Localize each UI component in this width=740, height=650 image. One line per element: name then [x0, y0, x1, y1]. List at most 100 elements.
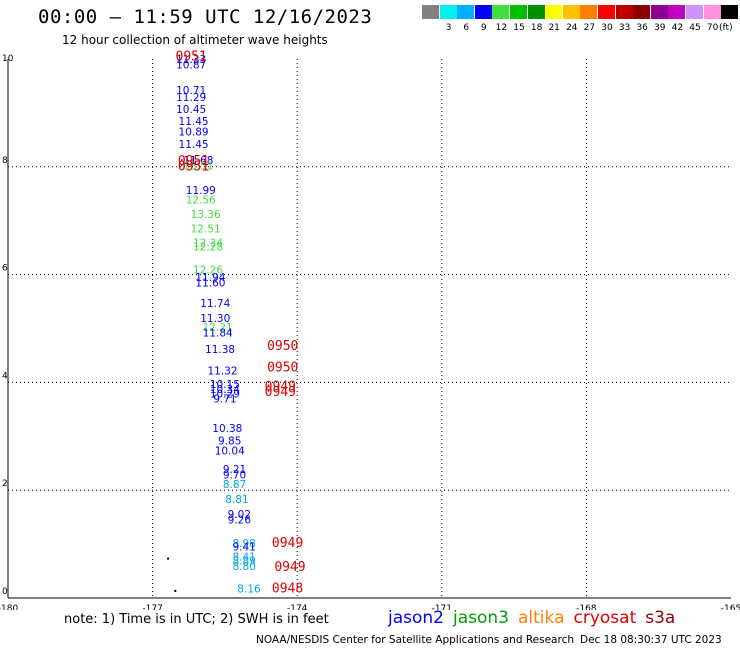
wave-height-label: 10.71: [176, 85, 206, 97]
wave-height-label: 11.68: [183, 155, 213, 167]
wave-height-label: 12.21: [203, 322, 233, 334]
satellite-jason3: jason3: [453, 608, 509, 628]
time-label: 0949: [265, 385, 296, 400]
legend-swatch: [510, 5, 527, 19]
wave-height-label: 10.29: [210, 388, 240, 400]
x-tick-label: -177: [142, 604, 162, 610]
wave-height-label: 9.85: [218, 435, 241, 447]
legend-swatch: [615, 5, 633, 19]
wave-height-label: 10.15: [210, 379, 240, 391]
satellite-legend: jason2 jason3 altika cryosat s3a: [388, 608, 684, 628]
time-label: 0949: [274, 560, 305, 575]
y-tick-label: 0: [2, 587, 8, 597]
wave-height-label: 9.21: [223, 464, 246, 476]
wave-height-label: 8.98: [232, 538, 255, 550]
y-tick-label: 6: [2, 264, 8, 274]
legend-swatch: [703, 5, 721, 19]
satellite-cryosat: cryosat: [573, 608, 637, 628]
chart-title: 00:00 – 11:59 UTC 12/16/2023: [38, 6, 373, 28]
legend-label: 21: [548, 23, 560, 33]
wave-height-label: 8.41: [232, 551, 255, 563]
wave-height-label: 11.74: [200, 298, 230, 310]
legend-swatch: [527, 5, 545, 19]
wave-height-plot: -180-177-174-171-168-165024681011.3310.8…: [0, 50, 740, 610]
chart-subtitle: 12 hour collection of altimeter wave hei…: [62, 33, 328, 47]
legend-label: 45: [689, 23, 701, 33]
wave-height-label: 11.84: [203, 328, 233, 340]
legend-label: 39: [654, 23, 666, 33]
track-point: [174, 589, 177, 592]
y-tick-label: 4: [2, 371, 8, 381]
legend-label: 36: [636, 23, 648, 33]
legend-swatch: [633, 5, 651, 19]
wave-height-label: 9.26: [228, 515, 252, 527]
x-tick-label: -174: [287, 604, 308, 610]
legend-swatch: [562, 5, 580, 19]
legend-label: 42: [671, 23, 684, 33]
y-tick-label: 2: [2, 479, 8, 489]
wave-height-label: 12.56: [186, 194, 216, 206]
wave-height-label: 12.26: [193, 265, 223, 277]
legend-label: 18: [530, 23, 543, 33]
wave-height-label: 11.99: [186, 185, 216, 197]
satellite-altika: altika: [518, 608, 565, 628]
wave-height-label: 10.38: [212, 423, 242, 435]
wave-height-label: 9.70: [223, 469, 246, 481]
legend-label: 6: [463, 23, 470, 33]
wave-height-label: 10.45: [176, 104, 206, 116]
satellite-jason2: jason2: [388, 608, 444, 628]
legend-swatch: [580, 5, 598, 19]
legend-label: 33: [618, 23, 631, 33]
legend-swatch: [545, 5, 563, 19]
legend-label: 15: [513, 23, 525, 33]
wave-height-label: 10.89: [179, 127, 209, 139]
wave-height-label: 10.87: [176, 60, 206, 72]
wave-height-label: 8.81: [225, 494, 248, 506]
wave-height-label: 8.80: [232, 561, 255, 573]
legend-swatch: [598, 5, 615, 19]
legend-label: 27: [583, 23, 596, 33]
legend-swatch: [492, 5, 510, 19]
legend-label: 12: [495, 23, 508, 33]
y-tick-label: 10: [2, 54, 14, 64]
wave-height-label: 8.16: [237, 584, 261, 596]
time-label: 0949: [272, 536, 303, 551]
wave-height-label: 13.36: [191, 209, 221, 221]
wave-height-label: 10.04: [215, 446, 245, 458]
time-label: 0951: [178, 154, 209, 169]
time-label: 0951: [178, 160, 209, 175]
time-label: 0951: [176, 50, 207, 65]
track-point: [167, 557, 170, 560]
x-tick-label: -165: [721, 604, 740, 610]
wave-height-label: 11.45: [179, 116, 209, 128]
legend-label: 3: [445, 23, 452, 33]
x-tick-label: -171: [432, 604, 452, 610]
time-label: 0948: [272, 582, 303, 597]
wave-height-label: 8.89: [232, 556, 255, 568]
footer-note: note: 1) Time is in UTC; 2) SWH is in fe…: [64, 612, 329, 627]
legend-swatch: [474, 5, 492, 19]
wave-height-label: 11.60: [195, 277, 225, 289]
legend-swatch: [721, 5, 739, 19]
time-label: 0950: [267, 361, 298, 376]
wave-height-label: 11.38: [205, 344, 235, 356]
wave-height-label: 8.87: [223, 479, 246, 491]
timestamp: Dec 18 08:30:37 UTC 2023: [580, 634, 722, 646]
legend-swatch: [457, 5, 475, 19]
wave-height-label: 10.34: [210, 384, 240, 396]
wave-height-label: 11.32: [207, 365, 237, 377]
legend-label: 70: [706, 23, 719, 33]
wave-height-label: 11.29: [176, 92, 206, 104]
wave-height-label: 11.33: [176, 54, 206, 66]
wave-height-label: 9.02: [228, 509, 251, 521]
legend-unit: (ft): [719, 23, 733, 33]
wave-height-label: 12.34: [193, 238, 223, 250]
legend-swatch: [668, 5, 686, 19]
legend-swatch: [650, 5, 668, 19]
legend-swatch: [439, 5, 457, 19]
wave-height-label: 11.94: [195, 272, 225, 284]
wave-height-label: 11.30: [200, 313, 230, 325]
legend-swatch: [422, 5, 439, 19]
wave-height-label: 9.41: [232, 542, 255, 554]
wave-height-label: 11.45: [179, 139, 209, 151]
